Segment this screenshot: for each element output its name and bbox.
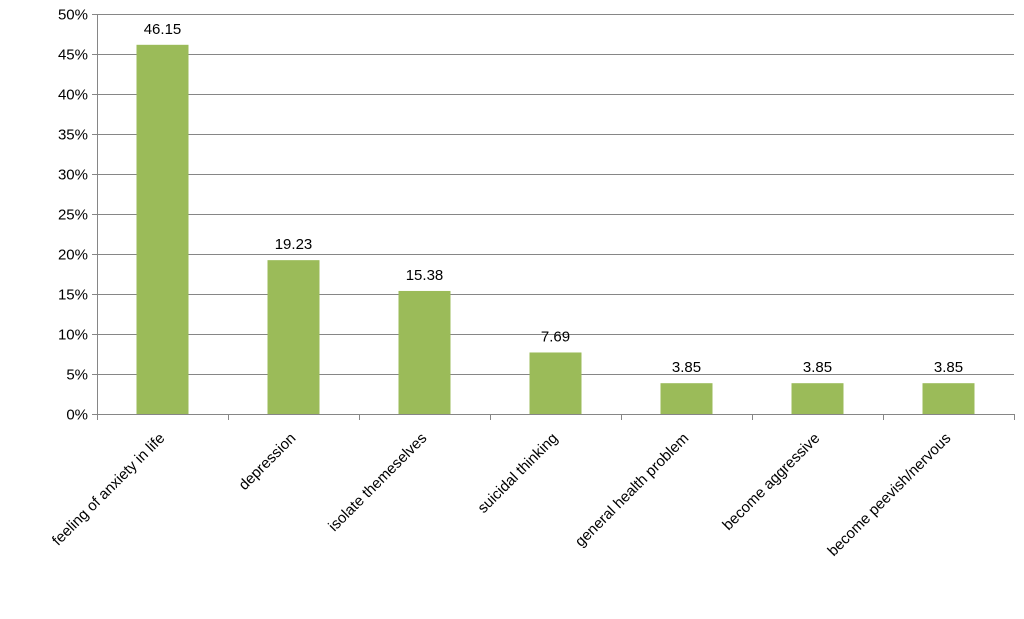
y-tick-label: 25%: [58, 207, 88, 224]
gridlines: [97, 14, 1014, 375]
bar: [267, 260, 320, 414]
y-tick-label: 15%: [58, 287, 88, 304]
x-category-label: isolate themeselves: [325, 430, 430, 535]
data-label: 3.85: [672, 359, 701, 376]
y-tick-label: 40%: [58, 87, 88, 104]
y-tick-label: 5%: [66, 367, 88, 384]
bar: [791, 383, 844, 414]
y-tick-label: 20%: [58, 247, 88, 264]
bar: [660, 383, 713, 414]
y-axis-tick-labels: 0% 5% 10% 15% 20% 25% 30% 35% 40% 45% 50%: [58, 7, 88, 424]
y-tick-label: 30%: [58, 167, 88, 184]
x-axis-category-labels: feeling of anxiety in life depression isol…: [49, 430, 954, 560]
x-category-label: general health problem: [572, 430, 693, 551]
y-tick-label: 10%: [58, 327, 88, 344]
bar: [136, 44, 189, 415]
x-category-label: depression: [235, 430, 299, 494]
bar: [529, 352, 582, 414]
y-tick-label: 45%: [58, 47, 88, 64]
y-tick-label: 50%: [58, 7, 88, 24]
y-tick-label: 0%: [66, 407, 88, 424]
data-label: 19.23: [275, 236, 313, 253]
x-category-label: become aggressive: [719, 430, 823, 534]
data-label: 7.69: [541, 328, 570, 345]
y-tick-label: 35%: [58, 127, 88, 144]
x-category-label: suicidal thinking: [474, 430, 561, 517]
x-category-label: become peevish/nervous: [824, 430, 954, 560]
axes: [92, 14, 1015, 420]
data-label: 3.85: [934, 359, 963, 376]
data-labels: 46.15 19.23 15.38 7.69 3.85 3.85 3.85: [144, 21, 963, 376]
bars: [136, 44, 975, 415]
data-label: 15.38: [406, 267, 444, 284]
data-label: 46.15: [144, 21, 182, 38]
bar: [922, 383, 975, 414]
bar: [398, 290, 451, 414]
x-category-label: feeling of anxiety in life: [49, 430, 168, 549]
data-label: 3.85: [803, 359, 832, 376]
